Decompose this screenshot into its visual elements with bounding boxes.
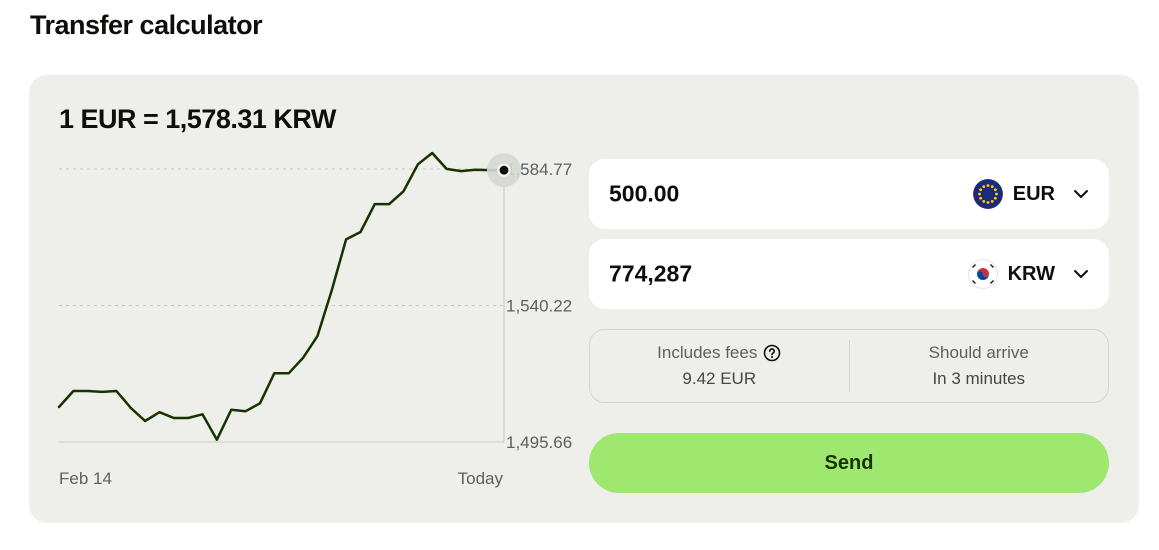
eu-flag-icon <box>972 179 1003 209</box>
send-currency-select[interactable]: EUR <box>972 179 1091 209</box>
fees-label: Includes fees <box>657 343 758 362</box>
x-tick-label: Feb 14 <box>59 469 112 488</box>
arrival-value: In 3 minutes <box>932 369 1026 388</box>
fees-summary: Includes fees 9.42 EUR <box>590 330 849 402</box>
y-tick-label: 1,495.66 <box>506 433 572 452</box>
arrival-label: Should arrive <box>928 343 1029 362</box>
send-amount-input[interactable] <box>609 180 909 208</box>
send-currency-code: EUR <box>1012 182 1055 205</box>
chart-current-point <box>497 163 511 177</box>
chevron-down-icon <box>1074 270 1088 278</box>
exchange-rate: 1 EUR = 1,578.31 KRW <box>59 104 336 134</box>
south-korea-flag-icon <box>967 259 998 289</box>
y-tick-label: 1,540.22 <box>506 296 572 315</box>
receive-amount-input[interactable] <box>609 260 909 288</box>
info-divider <box>848 340 850 392</box>
page-title: Transfer calculator <box>30 10 263 40</box>
arrival-summary: Should arrive In 3 minutes <box>850 330 1109 402</box>
send-amount-field: EUR <box>589 159 1109 229</box>
send-button[interactable]: Send <box>589 433 1109 493</box>
question-circle-icon[interactable] <box>763 344 781 362</box>
receive-currency-select[interactable]: KRW <box>967 259 1091 289</box>
chart-series-line <box>57 151 506 441</box>
fees-label-row: Includes fees <box>657 343 781 363</box>
receive-currency-code: KRW <box>1007 262 1055 285</box>
transfer-info-panel: Includes fees 9.42 EUR Should arrive In … <box>589 329 1109 403</box>
receive-amount-field: KRW <box>589 239 1109 309</box>
chevron-down-icon <box>1074 190 1088 198</box>
x-tick-label: Today <box>458 469 504 488</box>
y-tick-label: 1,584.77 <box>506 160 572 179</box>
fees-value: 9.42 EUR <box>682 369 757 388</box>
